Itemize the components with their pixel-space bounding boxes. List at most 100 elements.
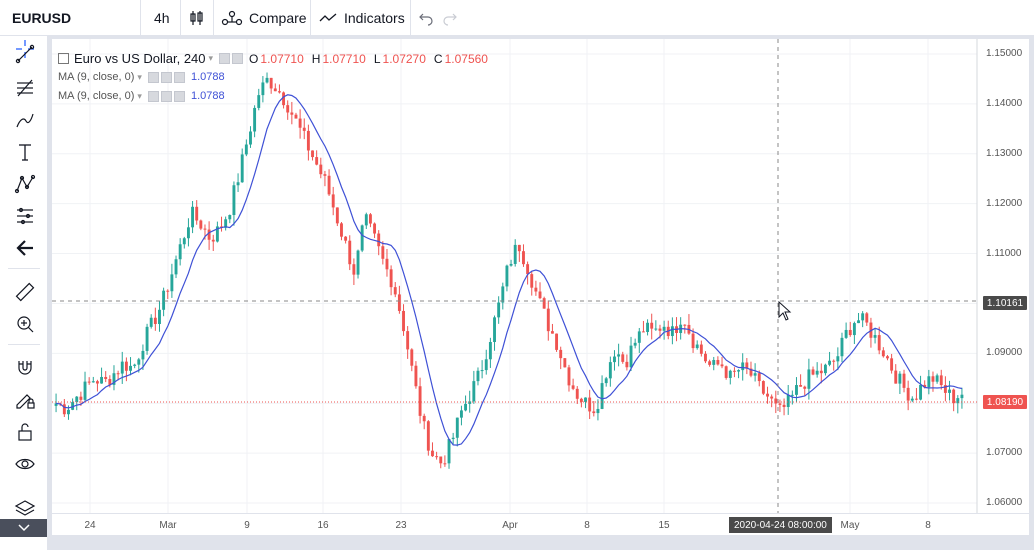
candle-body	[948, 389, 951, 393]
candle-body	[716, 359, 720, 365]
candle-body	[108, 379, 112, 385]
candle-body	[803, 386, 807, 389]
candle-body	[749, 368, 753, 376]
candle-body	[877, 335, 881, 351]
candle-body	[228, 215, 232, 220]
magnet-icon	[18, 361, 32, 375]
candle-body	[377, 233, 381, 247]
candle-body	[170, 274, 174, 292]
candle-body	[588, 397, 592, 412]
candle-body	[112, 373, 116, 385]
price-chart[interactable]	[52, 39, 1029, 513]
candle-body	[129, 365, 132, 371]
candle-body	[919, 384, 923, 400]
candle-body	[658, 328, 662, 331]
candle-body	[927, 376, 931, 388]
chart-type-button[interactable]	[188, 0, 206, 36]
fib-tool[interactable]	[12, 75, 38, 101]
candle-body	[555, 333, 559, 350]
unlock-tool[interactable]	[12, 419, 38, 445]
magnet-tool[interactable]	[12, 355, 38, 381]
price-tick-label: 1.14000	[986, 97, 1023, 109]
collapse-legend-icon[interactable]	[58, 53, 69, 64]
zoom-in-tool[interactable]	[12, 311, 38, 337]
candle-body	[484, 359, 488, 371]
candle-body	[100, 376, 104, 384]
candle-body	[323, 174, 327, 176]
series-menu-icon[interactable]: ▾	[208, 53, 214, 63]
candle-body	[199, 220, 203, 229]
candle-body	[497, 302, 501, 318]
series-title[interactable]: Euro vs US Dollar, 240	[74, 51, 206, 66]
interval-button[interactable]: 4h	[154, 0, 170, 36]
candle-body	[712, 359, 716, 365]
candle-body	[637, 331, 641, 343]
candle-body	[298, 118, 302, 128]
candle-body	[571, 385, 575, 389]
hide-drawings-tool[interactable]	[12, 451, 38, 477]
candle-body	[153, 317, 157, 325]
ma-menu-icon[interactable]: ▾	[137, 90, 142, 101]
candle-body	[244, 144, 248, 155]
candle-body	[79, 396, 83, 400]
indicators-button[interactable]: Indicators	[318, 0, 405, 36]
toolbar-divider	[213, 0, 214, 36]
ma-menu-icon[interactable]: ▾	[137, 71, 142, 82]
undo-button[interactable]	[418, 0, 434, 36]
chevron-down-icon	[17, 524, 30, 532]
candle-body	[195, 206, 199, 221]
tool-divider	[8, 268, 40, 269]
ohlc-h-label: H	[311, 51, 321, 66]
time-axis[interactable]: 24 Mar 9 16 23 Apr 8 15 May 8 2020-04-24 08:00:00	[52, 513, 1029, 535]
symbol-search[interactable]: EURUSD	[12, 0, 71, 36]
candle-body	[493, 317, 496, 343]
ruler-tool[interactable]	[12, 279, 38, 305]
fib-tool-icon	[17, 79, 33, 97]
candle-body	[418, 386, 422, 416]
ma-actions[interactable]	[147, 71, 185, 83]
toolbar-divider	[410, 0, 411, 36]
candle-body	[145, 326, 149, 351]
candle-body	[592, 411, 596, 414]
crosshair-tool[interactable]	[12, 36, 38, 62]
ma-title[interactable]: MA (9, close, 0)	[58, 71, 135, 83]
candle-body	[894, 370, 898, 384]
candle-body	[770, 396, 774, 399]
candle-body	[381, 246, 385, 259]
candle-body	[95, 381, 99, 384]
toolbar-collapse-button[interactable]	[0, 519, 47, 537]
ma-actions[interactable]	[147, 90, 185, 102]
brush-icon	[16, 113, 34, 128]
ma-title[interactable]: MA (9, close, 0)	[58, 90, 135, 102]
candle-body	[724, 366, 728, 378]
candle-body	[327, 175, 331, 195]
candle-body	[629, 345, 633, 368]
candle-body	[617, 354, 621, 357]
candle-body	[662, 326, 666, 331]
ohlc-o-label: O	[249, 51, 259, 66]
chart-pane[interactable]: Euro vs US Dollar, 240 ▾ O 1.07710 H 1.0…	[52, 39, 1029, 533]
unlock-icon	[18, 423, 32, 441]
crosshair-icon	[16, 40, 34, 58]
series-actions[interactable]	[219, 53, 244, 64]
brush-tool[interactable]	[12, 107, 38, 133]
candle-body	[526, 264, 530, 275]
pattern-tool[interactable]	[12, 171, 38, 197]
text-tool[interactable]	[12, 139, 38, 165]
candle-body	[373, 223, 377, 234]
remove-drawings-tool[interactable]	[12, 235, 38, 261]
trend-line-tool-2[interactable]	[12, 41, 38, 67]
time-tick-label: 9	[244, 520, 250, 531]
object-tree-tool[interactable]	[12, 496, 38, 522]
candle-body	[431, 450, 434, 457]
zoom-in-icon	[17, 316, 34, 333]
lock-drawings-tool[interactable]	[12, 387, 38, 413]
redo-button[interactable]	[442, 0, 458, 36]
compare-button[interactable]: Compare	[221, 0, 307, 36]
measure-lines-tool[interactable]	[12, 203, 38, 229]
candle-body	[344, 236, 348, 241]
last-price: 1.08190	[986, 396, 1024, 408]
candle-body	[807, 369, 811, 389]
candle-body	[683, 324, 687, 326]
undo-icon	[419, 13, 433, 26]
